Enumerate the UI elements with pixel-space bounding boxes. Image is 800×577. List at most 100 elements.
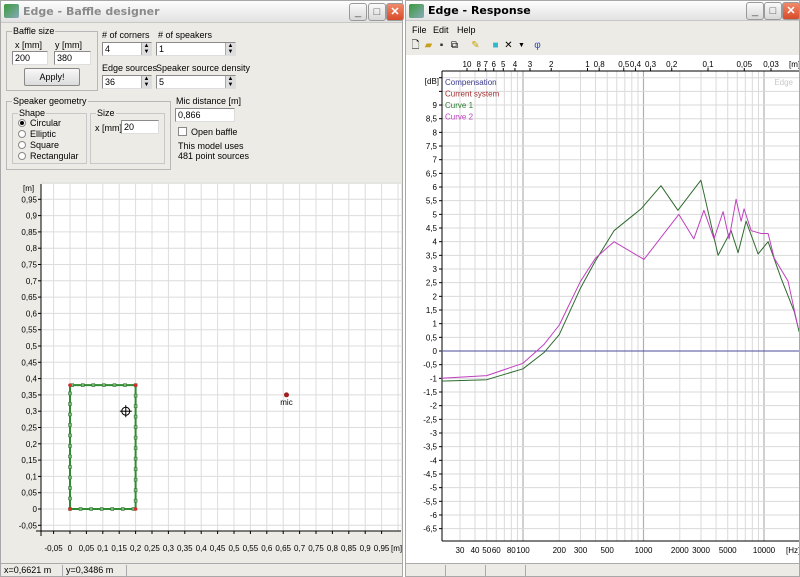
y-tick-label: 4: [433, 238, 438, 247]
y-tick-label: 0,6: [26, 309, 38, 318]
baffle-x-input[interactable]: 200: [12, 51, 48, 65]
speaker-density-value: 5: [159, 77, 165, 87]
new-icon[interactable]: 🗋: [411, 40, 420, 51]
y-tick-label: -2: [430, 402, 438, 411]
radio-label: Circular: [30, 118, 62, 128]
menu-edit[interactable]: Edit: [433, 25, 449, 35]
top-tick-label: 5: [501, 60, 506, 69]
response-plot[interactable]: 9 8,5 8 7,5 7 6,5 6 5,5 5 4,5 4 3,5 3 2,5 2 1,5 1 0,5 0 -0,…: [406, 55, 799, 565]
y-tick-label: -1: [430, 374, 438, 383]
corners-value: 4: [105, 44, 111, 54]
radio-rectangular[interactable]: [18, 152, 26, 160]
y-tick-label: -5: [430, 484, 438, 493]
mic-distance-label: Mic distance [m]: [176, 96, 242, 106]
size-x-input[interactable]: 20: [121, 120, 159, 134]
menu-file[interactable]: File: [412, 25, 427, 35]
speakers-stepper[interactable]: 1 ▲ ▼: [156, 42, 236, 56]
x-unit-label: [m]: [391, 544, 402, 553]
speakers-label: # of speakers: [158, 30, 213, 40]
close-button[interactable]: ✕: [782, 2, 800, 20]
y-tick-label: 0: [33, 505, 38, 514]
copy-icon[interactable]: ⧉: [450, 40, 459, 51]
edge-source: [102, 383, 106, 387]
y-tick-label: 0: [433, 347, 438, 356]
radio-label: Square: [30, 140, 60, 150]
group-label: Speaker geometry: [12, 96, 88, 106]
series-line-curve-2: [441, 198, 799, 379]
y-tick-label: 8: [433, 128, 438, 137]
mic-distance-input[interactable]: 0,866: [175, 108, 235, 122]
baffle-plot[interactable]: -0,0500,050,10,150,20,250,30,350,40,450,…: [1, 179, 402, 565]
radio-square[interactable]: [18, 141, 26, 149]
corners-stepper[interactable]: 4 ▲ ▼: [102, 42, 152, 56]
legend-item: Curve 1: [445, 101, 474, 110]
apply-button[interactable]: Apply!: [24, 68, 80, 86]
spin-arrows-icon[interactable]: ▲ ▼: [225, 76, 235, 88]
y-tick-label: -6,5: [423, 525, 437, 534]
delete-icon[interactable]: ✕: [504, 40, 513, 51]
edge-source: [91, 383, 96, 387]
edge-sources-stepper[interactable]: 36 ▲ ▼: [102, 75, 152, 89]
close-button[interactable]: ✕: [386, 3, 404, 21]
x-tick-label: 0,7: [294, 544, 306, 553]
top-tick-label: 1: [585, 60, 590, 69]
x-axis-label: [Hz]: [786, 546, 799, 555]
top-axis-label: [m]: [789, 60, 799, 69]
minimize-button[interactable]: _: [746, 2, 764, 20]
display-icon[interactable]: ■: [492, 40, 499, 51]
baffle-designer-window: Edge - Baffle designer _ □ ✕ Baffle size…: [0, 0, 404, 577]
speaker-density-stepper[interactable]: 5 ▲ ▼: [156, 75, 236, 89]
top-tick-label: 0,5: [618, 60, 630, 69]
speaker-geometry-group: Speaker geometry: [6, 96, 171, 170]
y-tick-label: 0,8: [26, 244, 38, 253]
y-tick-label: 7: [433, 156, 438, 165]
phase-icon[interactable]: φ: [534, 40, 541, 51]
speaker-density-label: Speaker source density: [156, 63, 251, 73]
spin-arrows-icon[interactable]: ▲ ▼: [225, 43, 235, 55]
y-tick-label: 3,5: [426, 251, 438, 260]
y-tick-label: 6,5: [426, 169, 438, 178]
baffle-y-input[interactable]: 380: [54, 51, 91, 65]
save-icon[interactable]: ▪: [439, 40, 444, 51]
edge-source: [133, 488, 138, 492]
window-title: Edge - Response: [428, 4, 531, 17]
pencil-icon[interactable]: ✎: [471, 40, 480, 51]
top-tick-label: 3: [528, 60, 533, 69]
legend-item: Compensation: [445, 78, 497, 87]
corner-source: [133, 383, 138, 387]
y-tick-label: -5,5: [423, 497, 437, 506]
dropdown-icon[interactable]: ▼: [518, 42, 525, 49]
x-tick-label: 60: [492, 546, 501, 555]
x-tick-label: 500: [601, 546, 615, 555]
baffle-size-group: Baffle size: [6, 26, 98, 91]
radio-elliptic[interactable]: [18, 130, 26, 138]
y-unit-label: [m]: [23, 184, 34, 193]
top-tick-label: 0,2: [666, 60, 678, 69]
title-bar[interactable]: Edge - Response _ □ ✕: [406, 1, 800, 21]
title-bar[interactable]: Edge - Baffle designer _ □ ✕: [1, 1, 404, 23]
x-tick-label: 40: [471, 546, 480, 555]
spin-arrows-icon[interactable]: ▲ ▼: [141, 43, 151, 55]
y-tick-label: -2,5: [423, 415, 437, 424]
x-tick-label: 0,45: [210, 544, 226, 553]
edge-source: [133, 404, 138, 408]
legend-item: Current system: [445, 90, 500, 99]
shape-group: Shape: [12, 108, 87, 164]
y-tick-label: 0,2: [26, 440, 38, 449]
app-icon: [4, 4, 19, 18]
x-tick-label: 50: [482, 546, 491, 555]
maximize-button[interactable]: □: [764, 2, 782, 20]
open-icon[interactable]: ▰: [424, 40, 433, 51]
edge-source: [112, 383, 117, 387]
group-label: Size: [96, 108, 116, 118]
edge-source: [68, 412, 72, 417]
maximize-button[interactable]: □: [368, 3, 386, 21]
open-baffle-checkbox[interactable]: [178, 127, 187, 136]
x-tick-label: 0: [68, 544, 73, 553]
minimize-button[interactable]: _: [349, 3, 367, 21]
x-tick-label: 300: [574, 546, 588, 555]
y-tick-label: 0,7: [26, 277, 38, 286]
menu-help[interactable]: Help: [457, 25, 476, 35]
spin-arrows-icon[interactable]: ▲ ▼: [141, 76, 151, 88]
radio-circular[interactable]: [18, 119, 26, 127]
